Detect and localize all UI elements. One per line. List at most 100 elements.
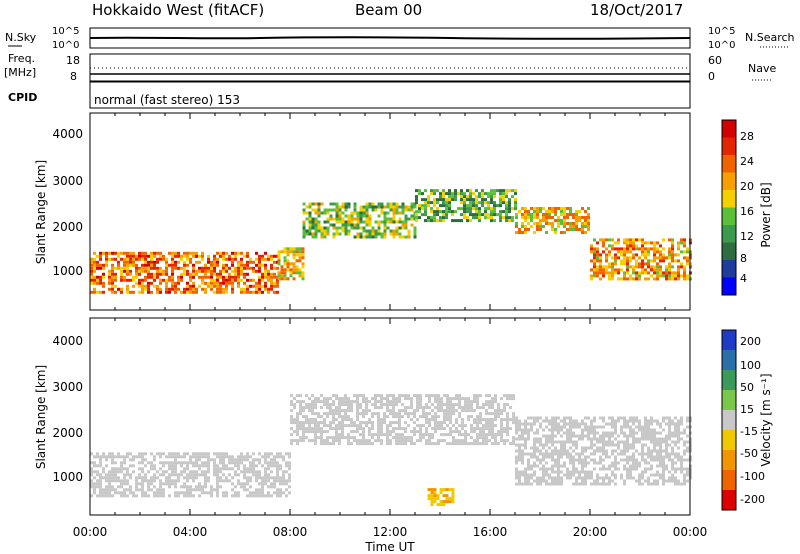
data-cell [463,198,466,202]
data-cell [389,421,392,425]
data-cell [626,425,629,429]
data-cell [581,228,584,231]
data-cell [617,241,620,245]
data-cell [590,452,593,456]
data-cell [593,256,596,260]
data-cell [560,449,563,453]
data-cell [90,467,93,471]
data-cell [485,442,488,446]
data-cell [548,467,551,471]
data-cell [380,205,384,209]
data-cell [198,458,201,462]
data-cell [560,419,563,423]
data-cell [593,437,596,441]
data-cell [380,397,383,401]
data-cell [222,287,225,291]
data-cell [569,458,572,462]
data-cell [518,422,521,426]
data-cell [338,205,342,209]
data-cell [377,424,380,428]
data-cell [430,497,434,501]
data-cell [213,458,216,462]
data-cell [557,428,560,432]
data-cell [428,397,431,401]
data-cell [437,424,440,428]
data-cell [653,419,656,423]
data-cell [273,254,276,258]
data-cell [560,222,563,225]
data-cell [231,275,234,279]
data-cell [521,449,524,453]
data-cell [461,409,464,413]
data-cell [341,400,344,404]
data-cell [521,422,524,426]
data-cell [641,482,644,486]
data-cell [195,473,198,477]
data-cell [314,427,317,431]
data-cell [204,482,207,486]
data-cell [430,503,434,507]
data-cell [445,201,448,205]
data-cell [470,415,473,419]
data-cell [659,458,662,462]
data-cell [502,216,505,220]
data-cell [554,422,557,426]
data-cell [608,274,611,278]
velocity-ytick-4000: 4000 [52,334,83,348]
data-cell [623,256,626,260]
data-cell [270,272,273,276]
data-cell [129,278,132,282]
data-cell [270,263,273,267]
data-cell [365,205,369,209]
data-cell [623,425,626,429]
data-cell [479,430,482,434]
data-cell [150,263,153,267]
data-cell [527,422,530,426]
data-cell [219,470,222,474]
data-cell [416,394,419,398]
data-cell [177,479,180,483]
data-cell [590,259,593,263]
data-cell [665,443,668,447]
data-cell [338,439,341,443]
data-cell [428,424,431,428]
data-cell [545,467,548,471]
data-cell [338,208,342,212]
data-cell [623,262,626,266]
data-cell [539,482,542,486]
data-cell [419,430,422,434]
data-cell [635,431,638,435]
data-cell [668,434,671,438]
data-cell [439,500,443,504]
data-cell [144,257,147,261]
data-cell [207,452,210,456]
data-cell [683,440,686,444]
data-cell [326,436,329,440]
data-cell [587,470,590,474]
cpid-mode-text: normal (fast stereo) 153 [94,93,240,107]
data-cell [350,226,354,230]
station-title: Hokkaido West (fitACF) [92,1,264,19]
data-cell [578,210,581,213]
data-cell [551,210,554,213]
data-cell [201,485,204,489]
power-cbar-tick-8: 8 [740,252,747,265]
data-cell [286,268,290,272]
data-cell [554,446,557,450]
data-cell [392,202,396,206]
data-cell [186,254,189,258]
data-cell [515,416,518,420]
data-cell [377,427,380,431]
data-cell [524,473,527,477]
data-cell [626,244,629,248]
data-cell [356,400,359,404]
freq-left-tick-top: 18 [66,54,80,67]
data-cell [174,467,177,471]
data-cell [647,241,650,245]
data-cell [662,479,665,483]
data-cell [608,416,611,420]
data-cell [144,263,147,267]
data-cell [439,210,442,214]
data-cell [674,440,677,444]
data-cell [626,458,629,462]
